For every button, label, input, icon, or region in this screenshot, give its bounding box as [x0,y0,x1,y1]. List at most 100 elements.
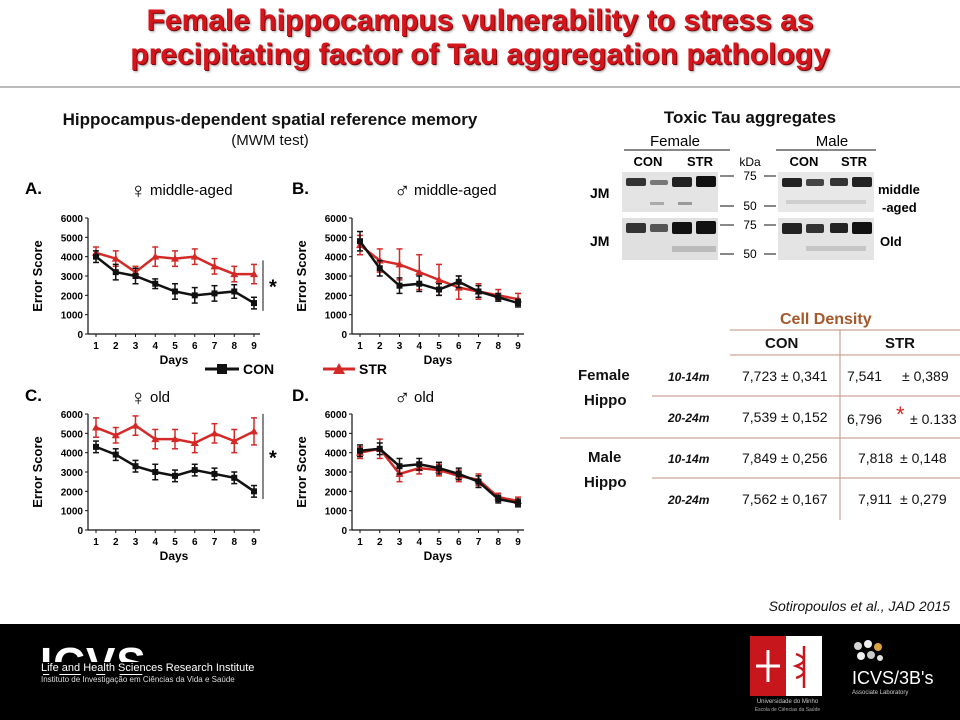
data-point [131,421,140,429]
icvs3b-logo-text: ICVS/3B's [852,668,934,688]
x-axis-label: Days [424,353,453,367]
x-tick-label: 6 [456,537,462,548]
x-tick-label: 7 [476,537,482,548]
legend-con-marker [217,364,227,374]
wb-row1-right-label: middle [878,182,920,197]
wb-row1-label: JM [590,185,609,201]
wb-strip-male-row1 [778,172,874,212]
wb-marker-50-2: 50 [743,247,757,261]
data-point [111,254,120,262]
x-tick-label: 9 [515,341,521,352]
data-point [436,465,442,472]
panel-label: D. [292,386,309,405]
data-point [495,496,502,503]
legend-str-marker [333,363,345,374]
panel-label: A. [25,179,42,198]
x-tick-label: 4 [152,537,158,548]
legend-str-label: STR [359,361,387,377]
x-tick-label: 1 [93,341,99,352]
wb-female-str: STR [687,154,714,169]
female-str-1-value: 7,541 [847,368,883,384]
x-tick-label: 3 [397,341,403,352]
x-tick-label: 9 [515,537,521,548]
y-tick-label: 3000 [325,272,348,283]
wb-male-label: Male [816,133,849,150]
title-line-1: Female hippocampus vulnerability to stre… [146,4,814,37]
data-point [230,270,239,278]
group-male-label-2: Hippo [584,474,627,491]
title-divider [0,86,960,88]
x-tick-label: 6 [192,341,198,352]
chart-panel-a: A. ♀ middle-aged 0 1000 2000 3000 4000 5000 6000 1… [25,178,277,367]
data-point [230,437,239,445]
data-point [210,429,219,437]
x-tick-label: 1 [357,341,363,352]
x-tick-label: 3 [397,537,403,548]
sex-symbol-icon: ♀ [130,178,147,203]
data-point [416,461,423,468]
y-tick-label: 1000 [61,311,84,322]
x-tick-label: 2 [113,537,119,548]
x-axis-label: Days [160,353,189,367]
x-tick-label: 2 [377,537,383,548]
data-point [395,260,404,268]
male-str-1-err: ± 0,148 [900,450,947,466]
y-tick-label: 6000 [325,410,348,421]
uminho-text-2: Escola de Ciências da Saúde [754,707,821,713]
male-con-1: 7,849 ± 0,256 [742,450,828,466]
col-header-con: CON [765,335,799,352]
x-tick-label: 5 [172,537,178,548]
x-tick-label: 4 [416,341,422,352]
y-tick-label: 4000 [325,253,348,264]
chart-legend: CON STR [205,361,387,377]
female-str-1-err: ± 0,389 [902,368,949,384]
data-point [376,445,383,452]
legend-con-label: CON [243,361,274,377]
data-point [435,275,443,283]
x-tick-label: 4 [152,341,158,352]
x-tick-label: 7 [476,341,482,352]
male-str-1-value: 7,818 [858,450,894,466]
y-tick-label: 6000 [61,410,84,421]
wb-row2-label: JM [590,233,609,249]
data-point [515,499,521,506]
panel-title: old [150,389,170,406]
slide-title: Female hippocampus vulnerability to stre… [0,4,960,72]
x-axis-label: Days [160,549,189,563]
uminho-text-1: Universidade do Minho [756,699,819,705]
y-axis-label: Error Score [294,436,309,508]
wb-marker-75-2: 75 [743,218,757,232]
y-tick-label: 1000 [325,311,348,322]
data-point [93,253,99,260]
data-point [190,252,199,260]
x-tick-label: 8 [495,341,501,352]
group-female-label-2: Hippo [584,392,627,409]
data-point [495,294,502,301]
data-point [111,431,120,439]
y-tick-label: 4000 [61,449,84,460]
data-point [93,443,99,450]
y-tick-label: 1000 [325,507,348,518]
y-tick-label: 5000 [325,233,348,244]
data-point [151,252,160,260]
x-tick-label: 3 [133,537,139,548]
series-con [357,442,521,508]
data-point [112,269,119,276]
panel-title: middle-aged [150,182,233,199]
x-tick-label: 6 [192,537,198,548]
x-tick-label: 5 [172,341,178,352]
data-point [191,292,198,299]
data-point [152,280,159,287]
group-male-label-1: Male [588,449,622,466]
data-point [251,300,257,307]
series-con [93,250,257,310]
group-female-label-1: Female [578,367,630,384]
data-point [250,427,258,435]
data-point [357,238,363,245]
data-point [515,300,521,307]
sex-symbol-icon: ♂ [394,178,411,203]
x-tick-label: 5 [436,537,442,548]
mwm-charts: A. ♀ middle-aged01000200030004000500060001… [25,178,524,563]
x-tick-label: 9 [251,537,257,548]
data-point [191,467,198,474]
